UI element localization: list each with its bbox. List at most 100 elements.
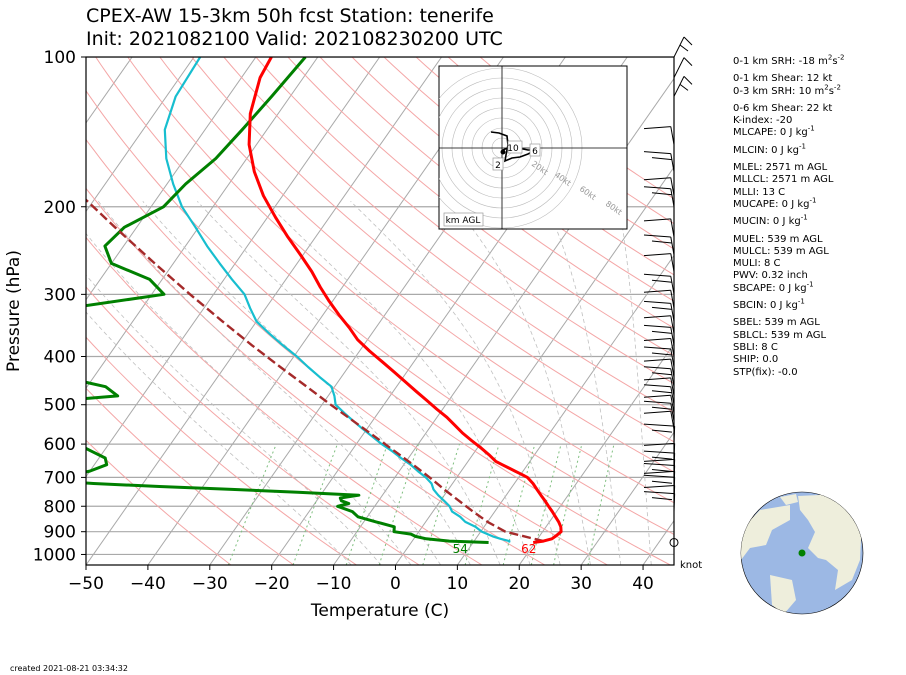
barb-staff [673, 36, 685, 58]
plot-frame [85, 56, 675, 566]
mixing-ratio-line [345, 443, 388, 565]
stat-row: MLLCL: 2571 m AGL [733, 174, 845, 186]
barb-flag [643, 394, 671, 398]
barb-flag [651, 469, 673, 472]
isotherm-line [86, 57, 195, 213]
x-tick-label: −20 [254, 574, 290, 594]
x-tick-label: 10 [447, 574, 469, 594]
barb-flag [643, 273, 671, 277]
stat-text: MULCL: 539 m AGL [733, 245, 829, 257]
wind-barb [643, 126, 675, 145]
stat-text: SBEL: 539 m AGL [733, 317, 820, 329]
x-tick-label: 0 [390, 574, 401, 594]
y-tick-label: 500 [44, 396, 76, 416]
moist-adiabat-line [544, 201, 622, 565]
stat-unit-superscript: -1 [806, 280, 814, 289]
barb-flag [643, 177, 671, 181]
x-tick-label: −30 [192, 574, 228, 594]
barb-flag [643, 300, 671, 304]
stat-row: MULI: 8 C [733, 258, 845, 270]
stat-row: 0-6 km Shear: 22 kt [733, 103, 845, 115]
barb-flag [643, 338, 671, 341]
barb-flag [651, 390, 673, 394]
stat-text: MLLI: 13 C [733, 186, 786, 198]
isotherm-line [86, 57, 443, 565]
dry-adiabat-line [287, 57, 674, 357]
y-tick-label: 300 [44, 285, 76, 305]
dry-adiabat-line [95, 57, 674, 535]
barb-flag [651, 406, 673, 410]
stat-row: MUCAPE: 0 J kg-1 [733, 197, 845, 211]
stat-text: MLCIN: 0 J kg [733, 144, 799, 156]
stat-text: PWV: 0.32 inch [733, 270, 808, 282]
wind-barb [673, 76, 693, 97]
station-marker [798, 549, 806, 557]
wind-barb [643, 400, 675, 422]
wind-barb [643, 186, 675, 207]
moist-adiabat-line [265, 201, 531, 565]
wind-barb [643, 315, 675, 334]
axes: −50 −40 −30 −20 −10 0 10 20 30 40 100 200 300 400 500 6… [4, 48, 654, 621]
globe-locator-map [740, 491, 864, 615]
x-tick-label: 40 [632, 574, 654, 594]
isotherm-line [86, 57, 257, 301]
stat-row: SBLCL: 539 m AGL [733, 330, 845, 342]
barb-flag [643, 346, 671, 350]
moist-adiabat-line [617, 201, 652, 565]
mixing-ratio-line [464, 443, 500, 565]
isotherm-line [86, 57, 319, 390]
stat-row: SHIP: 0.0 [733, 354, 845, 366]
stat-unit: s [832, 56, 838, 67]
barb-staff [670, 403, 675, 422]
stat-text: 0-6 km Shear: 22 kt [733, 102, 833, 114]
stat-text: MUCIN: 0 J kg [733, 216, 801, 228]
africa-europe-land [798, 494, 862, 590]
barb-flag [643, 377, 671, 381]
wind-barb [673, 36, 693, 58]
barb-flag [651, 240, 673, 244]
wind-barb [643, 358, 675, 378]
stat-row: PWV: 0.32 inch [733, 270, 845, 282]
surface-temperature-label: 62 [521, 542, 536, 556]
y-tick-label: 400 [44, 348, 76, 368]
barb-staff [673, 76, 685, 97]
stat-text: MLEL: 2571 m AGL [733, 162, 828, 174]
barb-flag [679, 44, 689, 52]
barb-flag [643, 126, 671, 130]
stat-row: SBCAPE: 0 J kg-1 [733, 280, 845, 295]
y-tick-label: 800 [44, 497, 76, 517]
south-america-land [770, 575, 796, 614]
x-tick-label: −10 [316, 574, 352, 594]
y-axis-label: Pressure (hPa) [4, 250, 24, 372]
height-label-text: 10 [507, 144, 519, 154]
dry-adiabat-line [86, 138, 608, 565]
stat-row: MLCIN: 0 J kg-1 [733, 142, 845, 157]
stat-row: MLEL: 2571 m AGL [733, 162, 845, 174]
stat-row: STP(fix): -0.0 [733, 367, 845, 379]
stat-text: MULI: 8 C [733, 258, 781, 270]
barb-flag [651, 157, 673, 161]
barb-flag [651, 306, 673, 310]
stat-row: MLLI: 13 C [733, 187, 845, 199]
stat-unit-superscript: -1 [797, 297, 805, 306]
stat-text: 0-1 km SRH: -18 m [733, 56, 828, 67]
stat-unit-superscript: -1 [800, 213, 808, 222]
moist-adiabat-line [86, 232, 412, 565]
moist-adiabat-line [350, 201, 561, 565]
barb-flag [643, 450, 675, 454]
stat-unit: s [828, 85, 834, 97]
barb-staff [670, 395, 675, 414]
barb-flag [643, 470, 675, 474]
stat-text: 0-1 km Shear: 12 kt [733, 73, 833, 85]
barb-staff [670, 327, 675, 346]
barb-flag [643, 474, 675, 478]
stat-text: SBCIN: 0 J kg [733, 300, 798, 312]
barb-flag [643, 400, 671, 404]
height-label-text: 2 [495, 161, 501, 171]
dry-adiabat-line [86, 236, 483, 565]
barb-flag [651, 192, 673, 196]
barb-staff [670, 126, 675, 145]
stat-unit-superscript: -1 [798, 142, 806, 151]
x-tick-label: −40 [130, 574, 166, 594]
barb-staff [670, 276, 675, 295]
